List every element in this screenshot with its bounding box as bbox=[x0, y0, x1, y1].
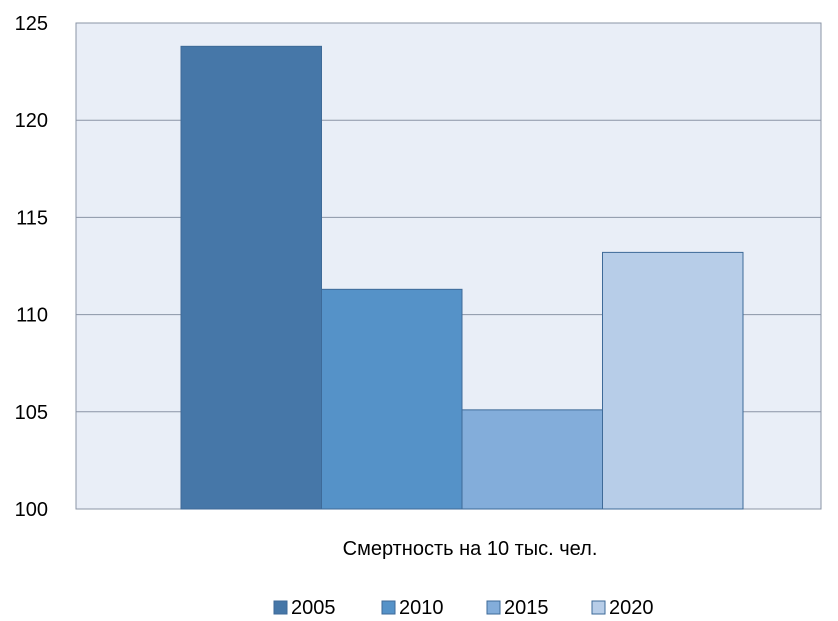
y-tick-label: 110 bbox=[16, 305, 48, 327]
y-tick-label: 105 bbox=[15, 402, 48, 424]
legend-swatch-2010 bbox=[381, 600, 396, 615]
legend-label-2020: 2020 bbox=[609, 597, 654, 619]
bar-2010 bbox=[321, 288, 463, 510]
legend-swatch-2005 bbox=[273, 600, 288, 615]
y-tick-label: 100 bbox=[15, 499, 48, 521]
legend-label-2010: 2010 bbox=[399, 597, 444, 619]
y-tick-label: 125 bbox=[15, 13, 48, 35]
legend-swatch-2020 bbox=[591, 600, 606, 615]
y-tick-label: 115 bbox=[16, 207, 48, 229]
legend-swatch-2015 bbox=[486, 600, 501, 615]
bar-2020 bbox=[602, 251, 744, 510]
legend: 2005 2010 2015 2020 bbox=[273, 597, 654, 619]
legend-label-2015: 2015 bbox=[504, 597, 549, 619]
category-label: Смертность на 10 тыс. чел. bbox=[343, 538, 598, 560]
bar-2015 bbox=[461, 409, 603, 510]
legend-label-2005: 2005 bbox=[291, 597, 336, 619]
y-tick-label: 120 bbox=[15, 110, 48, 132]
bars bbox=[180, 45, 744, 510]
bar-2005 bbox=[180, 45, 322, 510]
y-axis-tick-labels: 100 105 110 115 120 125 bbox=[15, 13, 48, 521]
